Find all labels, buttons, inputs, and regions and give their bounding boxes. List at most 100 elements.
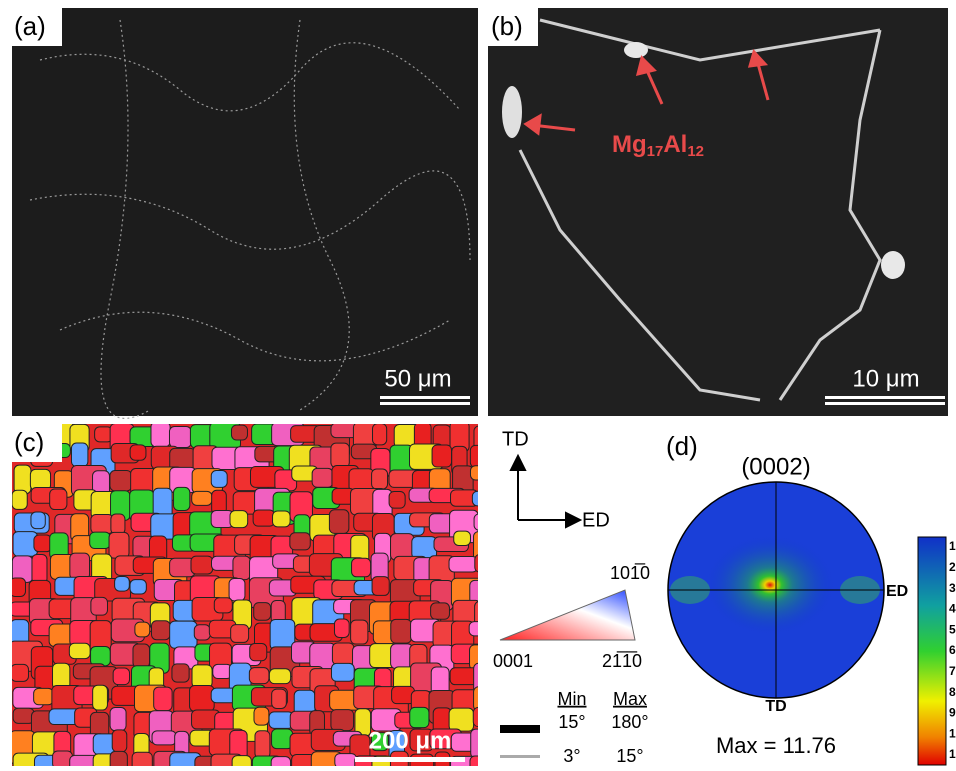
axes-icon <box>511 456 580 527</box>
grain <box>135 622 150 637</box>
grain <box>472 491 497 506</box>
grain <box>431 603 450 619</box>
colorbar-label: 4 <box>949 602 956 616</box>
legend-value: 15° <box>558 712 585 732</box>
grain <box>454 531 471 545</box>
grain <box>71 443 87 467</box>
grain <box>254 603 271 621</box>
legend-header: Min <box>557 689 586 709</box>
grain <box>11 664 29 681</box>
grain <box>93 685 108 710</box>
pole-intensity <box>705 535 835 635</box>
scale-bar <box>825 396 945 399</box>
grain <box>91 646 111 665</box>
grain <box>272 689 287 708</box>
scale-bar <box>380 402 470 405</box>
panel-label: (c) <box>14 427 44 457</box>
colorbar <box>918 537 946 765</box>
grain <box>474 687 508 711</box>
pole-axis-label: ED <box>886 583 908 600</box>
grain <box>130 445 146 460</box>
grain <box>231 425 247 440</box>
grain <box>133 644 150 668</box>
colorbar-labels: 123456789101 <box>949 539 956 761</box>
legend-swatch <box>500 725 540 733</box>
grain <box>389 491 405 508</box>
grain <box>449 708 473 731</box>
grain <box>110 751 127 771</box>
micrograph-a <box>12 8 478 416</box>
colorbar-label: 6 <box>949 643 956 657</box>
grain <box>334 619 349 637</box>
grain <box>351 620 368 644</box>
grain <box>91 597 108 615</box>
ipf-label: 101̅0 <box>610 563 650 583</box>
legend-value: 3° <box>563 746 580 766</box>
scale-bar-label: 50 μm <box>384 365 451 392</box>
grain <box>451 644 484 663</box>
grain <box>255 731 270 759</box>
colorbar-label: 3 <box>949 581 956 595</box>
ipf-label: 0001 <box>493 651 533 671</box>
grain <box>310 643 336 669</box>
colorbar-label: 10 <box>949 726 956 740</box>
micrograph-b <box>488 8 948 416</box>
grain <box>475 601 501 626</box>
grain <box>191 556 213 574</box>
figure: (a) 50 μm (b) Mg17Al12 10 μm (c) 200 μm … <box>0 0 956 771</box>
scale-bar <box>355 757 465 762</box>
grain <box>110 471 132 491</box>
grain <box>192 665 212 688</box>
grain <box>312 468 333 487</box>
pole-title: (0002) <box>741 453 810 480</box>
grain <box>470 445 486 467</box>
grain <box>331 663 354 681</box>
grain <box>253 510 274 526</box>
legend-value: 180° <box>611 712 648 732</box>
ipf-label: 21̅1̅0 <box>602 651 642 671</box>
grain <box>170 621 197 648</box>
grain <box>13 708 34 723</box>
grain <box>331 710 354 731</box>
legend-swatch <box>500 755 540 758</box>
grain <box>391 619 412 643</box>
grain <box>229 578 245 600</box>
scale-bar-label: 10 μm <box>852 365 919 392</box>
particle <box>502 86 522 138</box>
grain <box>372 469 388 489</box>
grain <box>373 424 387 445</box>
grain <box>132 752 152 771</box>
grain <box>233 556 250 580</box>
grain <box>449 556 477 571</box>
colorbar-label: 1 <box>949 747 956 761</box>
axis-label: TD <box>502 428 529 450</box>
particle <box>624 42 648 58</box>
grain <box>269 669 290 684</box>
scale-bar-label: 200 μm <box>369 727 452 754</box>
grain <box>130 580 146 594</box>
grain <box>410 707 429 727</box>
grain <box>111 514 125 534</box>
grain <box>110 708 126 731</box>
colorbar-label: 7 <box>949 664 956 678</box>
grain <box>471 729 486 758</box>
grain <box>470 756 485 771</box>
grain <box>174 487 190 510</box>
grain <box>70 553 90 579</box>
colorbar-label: 8 <box>949 685 956 699</box>
grain <box>473 707 492 726</box>
grain <box>470 466 500 480</box>
grain <box>190 686 215 712</box>
page: {"panels": { "a": {"label": "(a)", "scal… <box>0 0 956 771</box>
grain <box>151 422 170 447</box>
grain <box>231 625 249 643</box>
grain <box>331 443 349 468</box>
grain <box>470 645 488 670</box>
grain <box>152 731 176 745</box>
grain <box>91 515 114 534</box>
ipf-triangle <box>500 590 635 640</box>
grain <box>31 512 45 529</box>
pole-axis-label: TD <box>765 698 786 715</box>
grain <box>249 668 269 684</box>
max-label: Max = 11.76 <box>716 733 836 758</box>
